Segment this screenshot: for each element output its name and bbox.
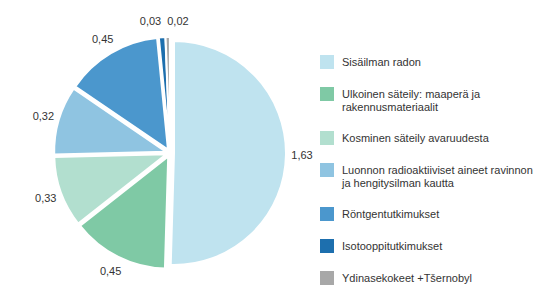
legend-label: Kosminen säteily avaruudesta: [342, 132, 490, 144]
data-label: 0,03: [140, 15, 161, 27]
legend-label: Röntgentutkimukset: [342, 208, 439, 220]
legend-label: Luonnon radioaktiiviset aineet ravinnonj…: [341, 164, 533, 189]
legend-swatch: [320, 163, 334, 177]
legend-label: Ulkoinen säteily: maaperä jarakennusmate…: [342, 88, 481, 113]
data-label: 0,33: [35, 192, 56, 204]
data-label: 0,02: [167, 15, 188, 27]
data-label: 0,32: [33, 110, 54, 122]
legend-swatch: [320, 207, 334, 221]
pie-slice: [75, 38, 168, 149]
legend-swatch: [320, 271, 334, 285]
legend-swatch: [320, 87, 334, 101]
legend-label: Sisäilman radon: [342, 56, 421, 68]
data-label: 0,45: [100, 265, 121, 277]
data-labels: 1,63 0,45 0,33 0,32 0,45 0,03 0,02: [33, 15, 313, 277]
legend-swatch: [320, 239, 334, 253]
pie-slice: [159, 37, 170, 149]
legend-swatch: [320, 55, 334, 69]
pie-slice: [54, 154, 166, 223]
pie-slice: [171, 41, 286, 265]
legend-label: Isotooppitutkimukset: [342, 240, 442, 252]
chart-container: 1,63 0,45 0,33 0,32 0,45 0,03 0,02 Sisäilman ra…: [0, 0, 541, 292]
slices: [54, 37, 286, 269]
chart: 1,63 0,45 0,33 0,32 0,45 0,03 0,02 Sisäilman ra…: [0, 0, 541, 292]
data-label: 1,63: [291, 149, 312, 161]
legend-label: Ydinasekokeet +Tšernobyl: [342, 272, 472, 284]
data-label: 0,45: [92, 33, 113, 45]
pie-slice: [166, 37, 170, 149]
legend-swatch: [320, 131, 334, 145]
legend: Sisäilman radon Ulkoinen säteily: maaperä…: [320, 55, 533, 285]
